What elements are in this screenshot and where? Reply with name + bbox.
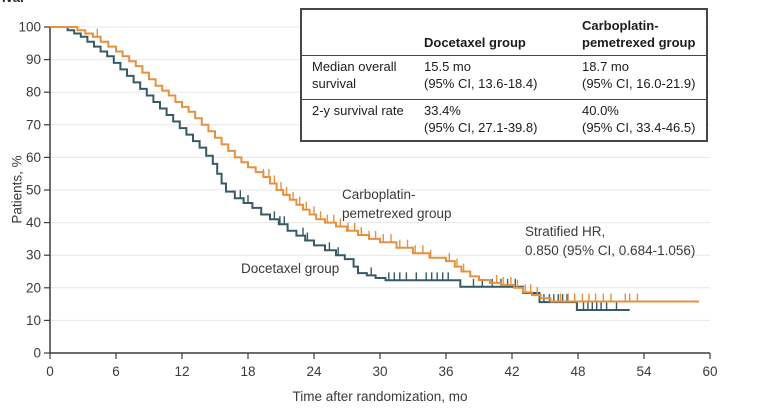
stats-row-median-os: Median overall survival 15.5 mo (95% CI,… <box>302 56 706 100</box>
y-tick-label-50: 50 <box>26 183 41 198</box>
y-tick-label-0: 0 <box>33 346 41 361</box>
x-tick-label-54: 54 <box>636 364 652 379</box>
stats-header-blank <box>302 10 414 55</box>
x-tick-label-42: 42 <box>504 364 519 379</box>
x-tick-label-24: 24 <box>306 364 322 379</box>
stats-header-docetaxel: Docetaxel group <box>424 34 526 50</box>
y-tick-label-100: 100 <box>18 20 41 35</box>
median-os-carboplatin-value: 18.7 mo (95% CI, 16.0-21.9) <box>582 59 696 91</box>
survival-stats-table: Docetaxel group Carboplatin- pemetrexed … <box>300 8 708 142</box>
y-tick-label-40: 40 <box>26 215 41 230</box>
y-tick-label-60: 60 <box>26 150 41 165</box>
2y-rate-carboplatin-value: 40.0% (95% CI, 33.4-46.5) <box>582 103 696 135</box>
stats-row-2y-rate: 2-y survival rate 33.4% (95% CI, 27.1-39… <box>302 100 706 140</box>
hazard-ratio-annotation: Stratified HR, 0.850 (95% CI, 0.684-1.05… <box>525 224 696 258</box>
clipped-title-fragment: ival <box>2 0 62 5</box>
x-tick-label-6: 6 <box>112 364 120 379</box>
docetaxel-curve-label: Docetaxel group <box>241 261 340 276</box>
median-os-label: Median overall survival <box>312 59 397 91</box>
docetaxel-group-curve <box>50 26 630 311</box>
y-tick-label-80: 80 <box>26 85 41 100</box>
y-tick-label-90: 90 <box>26 52 41 67</box>
x-tick-label-60: 60 <box>702 364 717 379</box>
x-tick-label-0: 0 <box>46 364 54 379</box>
carboplatin-pemetrexed-group-curve <box>50 26 699 303</box>
2y-rate-docetaxel-value: 33.4% (95% CI, 27.1-39.8) <box>424 103 538 135</box>
stats-table-header-row: Docetaxel group Carboplatin- pemetrexed … <box>302 10 706 56</box>
median-os-docetaxel-value: 15.5 mo (95% CI, 13.6-18.4) <box>424 59 538 91</box>
y-tick-label-20: 20 <box>26 280 41 295</box>
x-tick-label-36: 36 <box>438 364 453 379</box>
2y-rate-label: 2-y survival rate <box>312 103 404 118</box>
y-tick-label-10: 10 <box>26 313 41 328</box>
carboplatin-curve-label: Carboplatin- pemetrexed group <box>342 187 452 221</box>
y-tick-label-70: 70 <box>26 117 41 132</box>
x-tick-label-48: 48 <box>570 364 585 379</box>
stats-header-carboplatin: Carboplatin- pemetrexed group <box>582 18 696 50</box>
x-axis-title: Time after randomization, mo <box>292 389 468 404</box>
x-tick-label-18: 18 <box>240 364 255 379</box>
y-tick-label-30: 30 <box>26 248 41 263</box>
x-tick-label-30: 30 <box>372 364 387 379</box>
y-axis-title: Patients, % <box>9 155 25 224</box>
x-tick-label-12: 12 <box>174 364 189 379</box>
